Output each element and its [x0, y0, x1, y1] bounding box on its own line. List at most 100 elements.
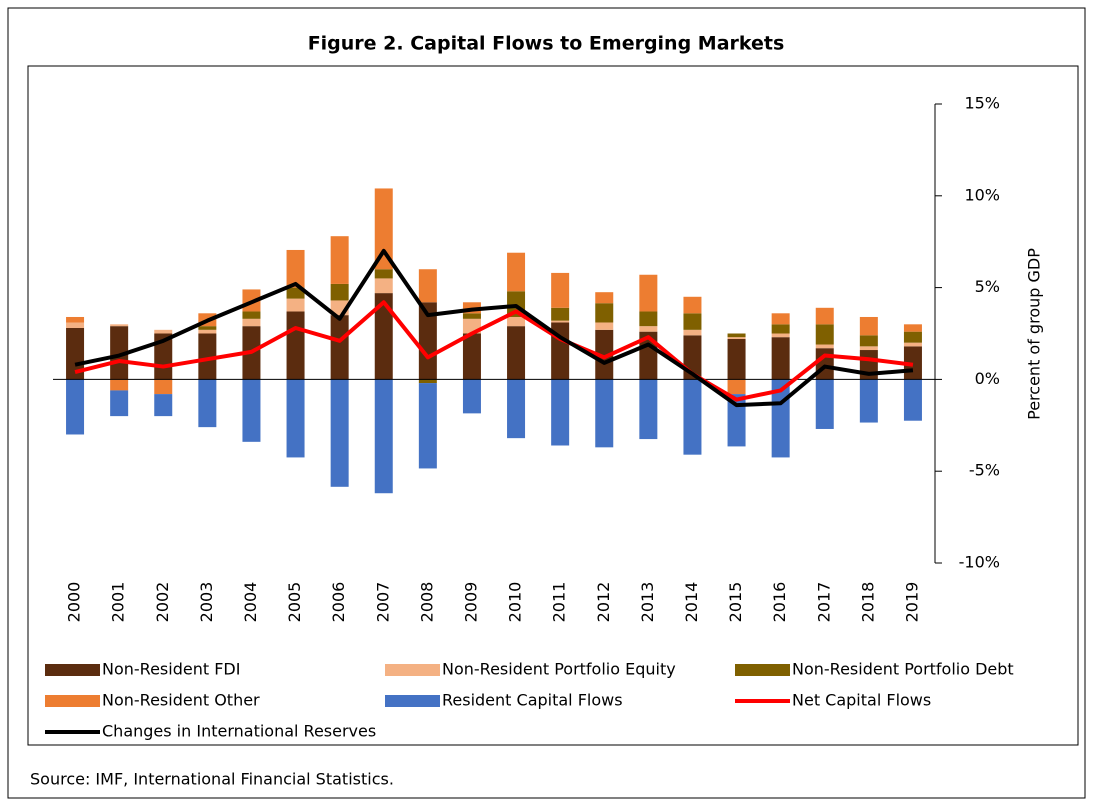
bar-segment — [330, 236, 349, 284]
bar-segment — [286, 298, 305, 312]
legend-swatch — [45, 695, 100, 707]
bar-segment — [507, 326, 526, 380]
y-tick-label: -5% — [969, 461, 1000, 480]
bar-segment — [639, 379, 658, 440]
bar-segment — [330, 379, 349, 487]
bar-segment — [462, 379, 481, 414]
bar-segment — [110, 324, 129, 327]
x-tick-label: 2001 — [109, 582, 128, 623]
bar-segment — [462, 313, 481, 319]
y-axis-label: Percent of group GDP — [1025, 248, 1044, 420]
bar-segment — [66, 316, 85, 323]
bar-segment — [374, 188, 393, 270]
bar-segment — [154, 329, 173, 334]
bar-segment — [198, 379, 217, 428]
bar-segment — [815, 344, 834, 349]
legend-swatch — [385, 695, 440, 707]
bar-segment — [286, 287, 305, 299]
bar-segment — [418, 269, 437, 303]
bar-segment — [418, 379, 437, 384]
bar-segment — [507, 316, 526, 327]
source-note: Source: IMF, International Financial Sta… — [30, 770, 394, 789]
y-tick-label: 0% — [975, 369, 1000, 388]
bar-segment — [551, 307, 570, 321]
bar-segment — [859, 335, 878, 347]
x-tick-label: 2010 — [506, 582, 525, 623]
bar-segment — [903, 324, 922, 332]
x-tick-label: 2018 — [858, 582, 877, 623]
bar-segment — [771, 333, 790, 338]
line-series — [74, 248, 914, 408]
y-tick-label: 10% — [964, 185, 1000, 204]
legend-label: Non-Resident Portfolio Debt — [792, 660, 1014, 679]
bar-segment — [198, 333, 217, 380]
x-tick-label: 2009 — [461, 582, 480, 623]
y-tick-label: 5% — [975, 277, 1000, 296]
x-tick-label: 2002 — [153, 582, 172, 623]
legend-label: Non-Resident Portfolio Equity — [442, 660, 676, 679]
bar-segment — [66, 327, 85, 380]
x-tick-label: 2004 — [241, 582, 260, 623]
bar-segment — [815, 348, 834, 380]
bar-segment — [110, 326, 129, 380]
bar-segment — [903, 342, 922, 347]
bar-segment — [374, 269, 393, 279]
bar-segment — [595, 292, 614, 304]
bar-segment — [286, 311, 305, 380]
legend-label: Net Capital Flows — [792, 691, 931, 710]
bar-segment — [418, 383, 437, 469]
bar-segment — [683, 379, 702, 455]
bar-segment — [595, 329, 614, 380]
bar-segment — [154, 394, 173, 417]
bar-segment — [66, 322, 85, 328]
bar-segment — [639, 274, 658, 312]
x-tick-label: 2015 — [726, 582, 745, 623]
x-tick-label: 2016 — [770, 582, 789, 623]
bar-segment — [374, 278, 393, 294]
bar-segment — [815, 324, 834, 345]
x-tick-label: 2017 — [814, 582, 833, 623]
bar-segment — [727, 379, 746, 395]
x-tick-label: 2003 — [197, 582, 216, 623]
bar-segment — [859, 346, 878, 351]
bar-segment — [242, 311, 261, 319]
x-tick-label: 2019 — [902, 582, 921, 623]
x-tick-label: 2000 — [65, 582, 84, 623]
chart-title: Figure 2. Capital Flows to Emerging Mark… — [308, 33, 785, 55]
bar-segment — [286, 379, 305, 458]
x-tick-label: 2007 — [373, 582, 392, 623]
legend-swatch — [45, 664, 100, 676]
bar-segment — [683, 313, 702, 330]
bar-segment — [66, 379, 85, 435]
legend-swatch — [385, 664, 440, 676]
x-tick-label: 2012 — [594, 582, 613, 623]
bar-segment — [815, 307, 834, 325]
bar-segment — [551, 379, 570, 446]
x-tick-label: 2011 — [550, 582, 569, 623]
y-tick-label: 15% — [964, 94, 1000, 113]
x-tick-label: 2013 — [638, 582, 657, 623]
bar-segment — [242, 318, 261, 327]
bar-segment — [727, 394, 746, 447]
bar-segment — [198, 329, 217, 334]
bar-segment — [903, 379, 922, 421]
x-tick-label: 2014 — [682, 582, 701, 623]
bar-segment — [595, 322, 614, 330]
bar-segment — [595, 303, 614, 323]
bar-segment — [507, 379, 526, 439]
bar-segment — [771, 324, 790, 334]
bar-segment — [859, 379, 878, 423]
bar-segment — [639, 331, 658, 380]
x-tick-label: 2008 — [417, 582, 436, 623]
bar-segment — [154, 379, 173, 395]
legend-label: Changes in International Reserves — [102, 722, 376, 741]
bar-segment — [727, 333, 746, 338]
x-tick-label: 2006 — [329, 582, 348, 623]
bar-segment — [198, 326, 217, 330]
legend-label: Non-Resident FDI — [102, 660, 240, 679]
legend-swatch — [735, 664, 790, 676]
plot-frame — [27, 65, 1079, 746]
bar-segment — [374, 293, 393, 380]
bar-segment — [110, 379, 129, 391]
